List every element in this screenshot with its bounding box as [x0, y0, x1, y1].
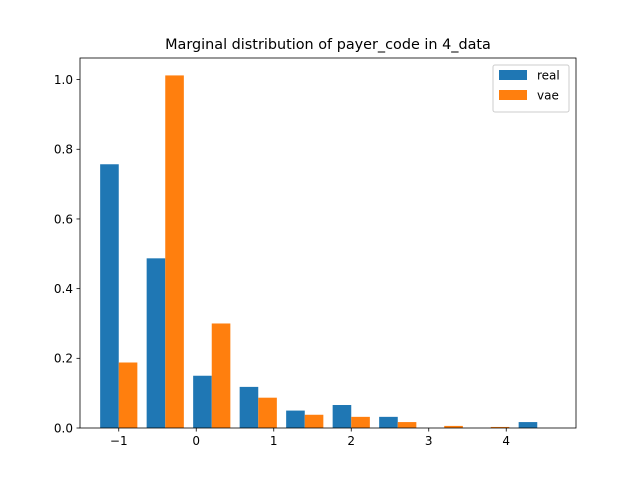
bar-vae-8 [490, 426, 510, 428]
bar-vae-3 [258, 397, 277, 428]
y-tick-label: 0.2 [54, 352, 73, 366]
x-tick-label: 0 [192, 434, 200, 448]
legend: real vae [492, 64, 570, 113]
legend-swatch-real [499, 70, 527, 80]
bar-vae-2 [211, 323, 231, 428]
y-tick-label: 0.6 [54, 212, 73, 226]
bar-real-4 [286, 410, 305, 428]
legend-label-real: real [537, 69, 560, 83]
x-tick-label: 2 [347, 434, 355, 448]
bar-real-6 [379, 416, 398, 428]
chart-title: Marginal distribution of payer_code in 4… [165, 37, 491, 53]
legend-swatch-vae [499, 90, 527, 100]
bar-real-0 [100, 164, 119, 428]
x-tick-label: 3 [425, 434, 433, 448]
y-tick-label: 1.0 [54, 73, 73, 87]
x-tick-label: 1 [270, 434, 278, 448]
bar-vae-0 [118, 362, 138, 428]
bar-vae-5 [351, 416, 370, 428]
bar-vae-7 [444, 425, 463, 428]
x-tick-label: 4 [502, 434, 510, 448]
y-axis: 0.0 0.2 0.4 0.6 0.8 1.0 [54, 73, 80, 435]
plot-frame [79, 57, 577, 429]
x-tick-label: −1 [110, 434, 128, 448]
legend-label-vae: vae [537, 89, 559, 103]
bar-real-3 [239, 386, 259, 428]
y-tick-label: 0.0 [54, 421, 73, 435]
bars-layer [100, 75, 538, 429]
bar-real-2 [193, 375, 212, 428]
bar-real-5 [332, 405, 352, 428]
bar-real-1 [146, 258, 166, 428]
bar-vae-1 [165, 75, 184, 429]
y-tick-label: 0.4 [54, 282, 73, 296]
x-axis: −1 0 1 2 3 4 [110, 428, 510, 448]
bar-vae-6 [397, 422, 417, 428]
y-tick-label: 0.8 [54, 143, 73, 157]
bar-real-9 [518, 422, 538, 428]
bar-vae-4 [304, 414, 324, 428]
